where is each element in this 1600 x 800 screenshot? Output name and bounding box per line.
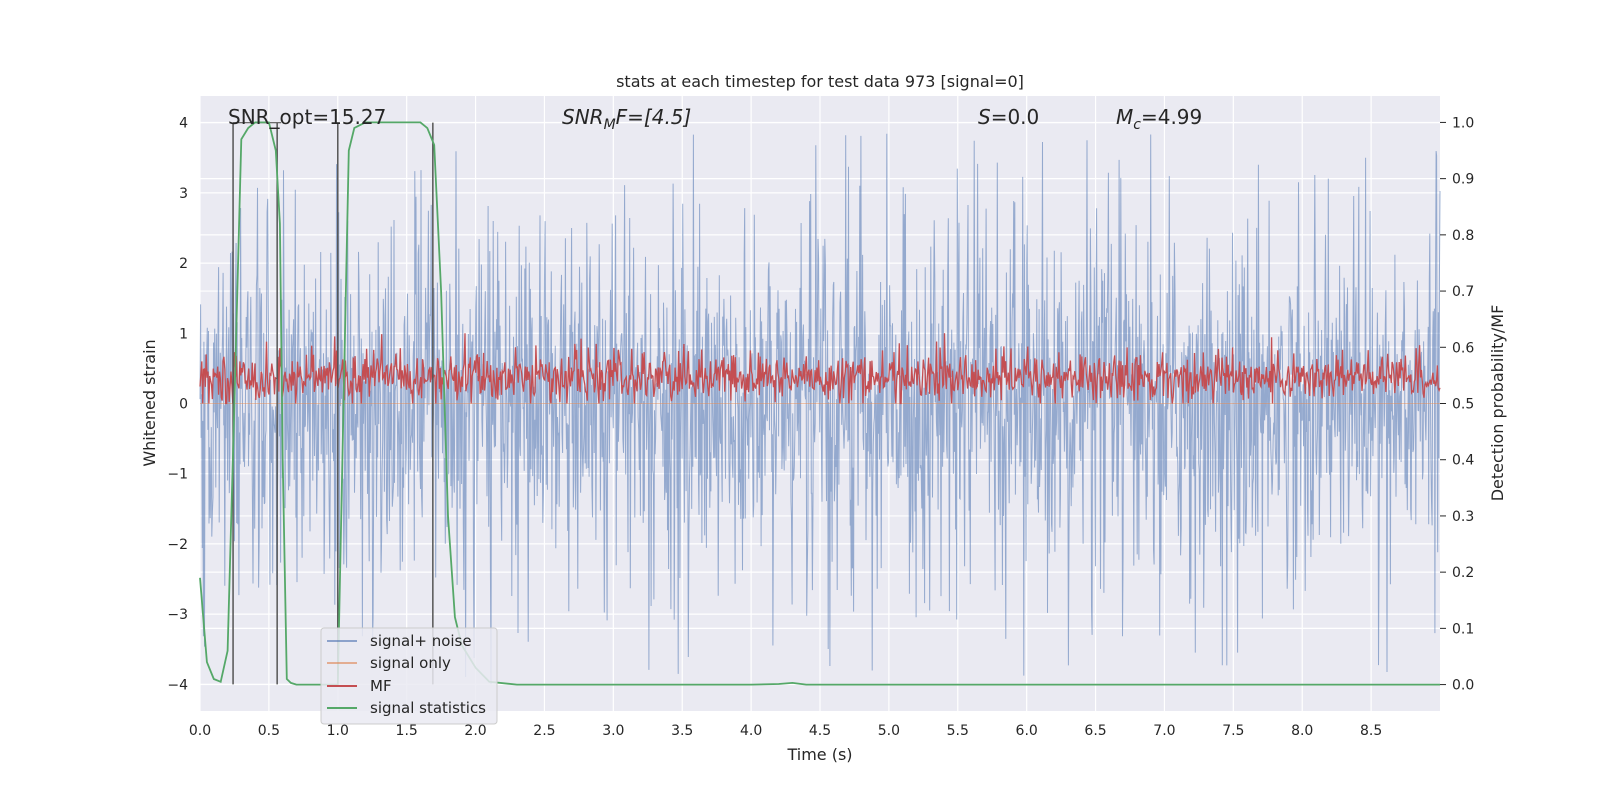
legend-label-signal-statistics: signal statistics — [370, 699, 486, 717]
mf-series — [199, 333, 1441, 405]
x-axis-ticks: 0.0 0.5 1.0 1.5 2.0 2.5 3.0 3.5 4.0 4.5 5.0 5.5 6.0 6… — [189, 723, 1382, 739]
y-left-tick-label: 2 — [179, 256, 188, 272]
y-right-tick-label: 0.7 — [1452, 284, 1474, 300]
annotation-snr-opt-text: SNR_opt=15.27 — [228, 105, 386, 129]
y-left-tick-label: −2 — [167, 537, 188, 553]
chart-title: stats at each timestep for test data 973… — [616, 72, 1024, 91]
y-right-tick-label: 1.0 — [1452, 115, 1474, 131]
annotation-mc-suffix: =4.99 — [1141, 105, 1202, 129]
y-right-tick-label: 0.9 — [1452, 172, 1474, 188]
x-tick-label: 6.0 — [1016, 723, 1038, 739]
y-left-tick-label: −3 — [167, 607, 188, 623]
x-tick-label: 2.0 — [464, 723, 486, 739]
annotation-s-suffix: =0.0 — [991, 105, 1040, 129]
legend-label-mf: MF — [370, 677, 392, 695]
y-right-tick-label: 0.0 — [1452, 678, 1474, 694]
legend: signal+ noise signal only MF signal stat… — [320, 627, 498, 725]
x-tick-label: 6.5 — [1084, 723, 1106, 739]
signal-statistics-line — [199, 121, 1440, 686]
annotation-mc: Mc=4.99 — [1116, 105, 1202, 133]
y-axis-left-ticks: 4 3 2 1 0 −1 −2 −3 −4 — [167, 116, 188, 694]
y-right-tick-label: 0.8 — [1452, 228, 1474, 244]
x-tick-label: 3.0 — [602, 723, 624, 739]
annotation-mc-sub: c — [1133, 117, 1141, 133]
x-tick-label: 8.0 — [1291, 723, 1313, 739]
legend-label-signal-only: signal only — [370, 654, 451, 672]
annotation-snr-mf-sub: M — [604, 117, 616, 133]
legend-box — [320, 627, 498, 725]
annotation-snr-opt: SNR_opt=15.27 — [228, 105, 386, 129]
x-tick-label: 4.0 — [740, 723, 762, 739]
y-axis-right-ticks: 1.0 0.9 0.8 0.7 0.6 0.5 0.4 0.3 0.2 0.1 0.0 — [1440, 115, 1474, 694]
mf-line — [199, 333, 1441, 405]
y-left-tick-label: −1 — [167, 467, 188, 483]
annotation-snr-mf-suffix: F=[4.5] — [616, 105, 692, 129]
annotation-snr-mf-prefix: SNR — [562, 105, 604, 129]
y-axis-right-title: Detection probability/MF — [1488, 305, 1507, 502]
x-tick-label: 4.5 — [809, 723, 831, 739]
x-tick-label: 1.0 — [327, 723, 349, 739]
y-right-tick-label: 0.2 — [1452, 565, 1474, 581]
y-left-tick-label: −4 — [167, 677, 188, 693]
x-tick-label: 0.5 — [258, 723, 280, 739]
annotation-snr-mf: SNRMF=[4.5] — [562, 105, 691, 133]
annotation-s: S=0.0 — [978, 105, 1039, 129]
x-tick-label: 5.0 — [878, 723, 900, 739]
x-tick-label: 0.0 — [189, 723, 211, 739]
y-left-tick-label: 4 — [179, 116, 188, 132]
legend-label-signal-noise: signal+ noise — [370, 632, 472, 650]
x-tick-label: 7.5 — [1222, 723, 1244, 739]
y-left-tick-label: 3 — [179, 186, 188, 202]
annotation-s-prefix: S — [978, 105, 991, 129]
signal-statistics-series — [199, 121, 1440, 686]
x-tick-label: 7.0 — [1153, 723, 1175, 739]
y-right-tick-label: 0.3 — [1452, 509, 1474, 525]
y-left-tick-label: 1 — [179, 326, 188, 342]
vertical-lines — [232, 122, 434, 685]
y-right-tick-label: 0.5 — [1452, 397, 1474, 413]
y-right-tick-label: 0.1 — [1452, 621, 1474, 637]
y-left-tick-label: 0 — [179, 397, 188, 413]
annotation-mc-prefix: M — [1116, 105, 1133, 129]
y-right-tick-label: 0.6 — [1452, 340, 1474, 356]
y-axis-left-title: Whitened strain — [140, 339, 159, 466]
x-tick-label: 2.5 — [533, 723, 555, 739]
x-axis-title: Time (s) — [786, 745, 852, 764]
x-tick-label: 5.5 — [947, 723, 969, 739]
x-tick-label: 3.5 — [671, 723, 693, 739]
y-right-tick-label: 0.4 — [1452, 453, 1474, 469]
x-tick-label: 8.5 — [1360, 723, 1382, 739]
x-tick-label: 1.5 — [396, 723, 418, 739]
